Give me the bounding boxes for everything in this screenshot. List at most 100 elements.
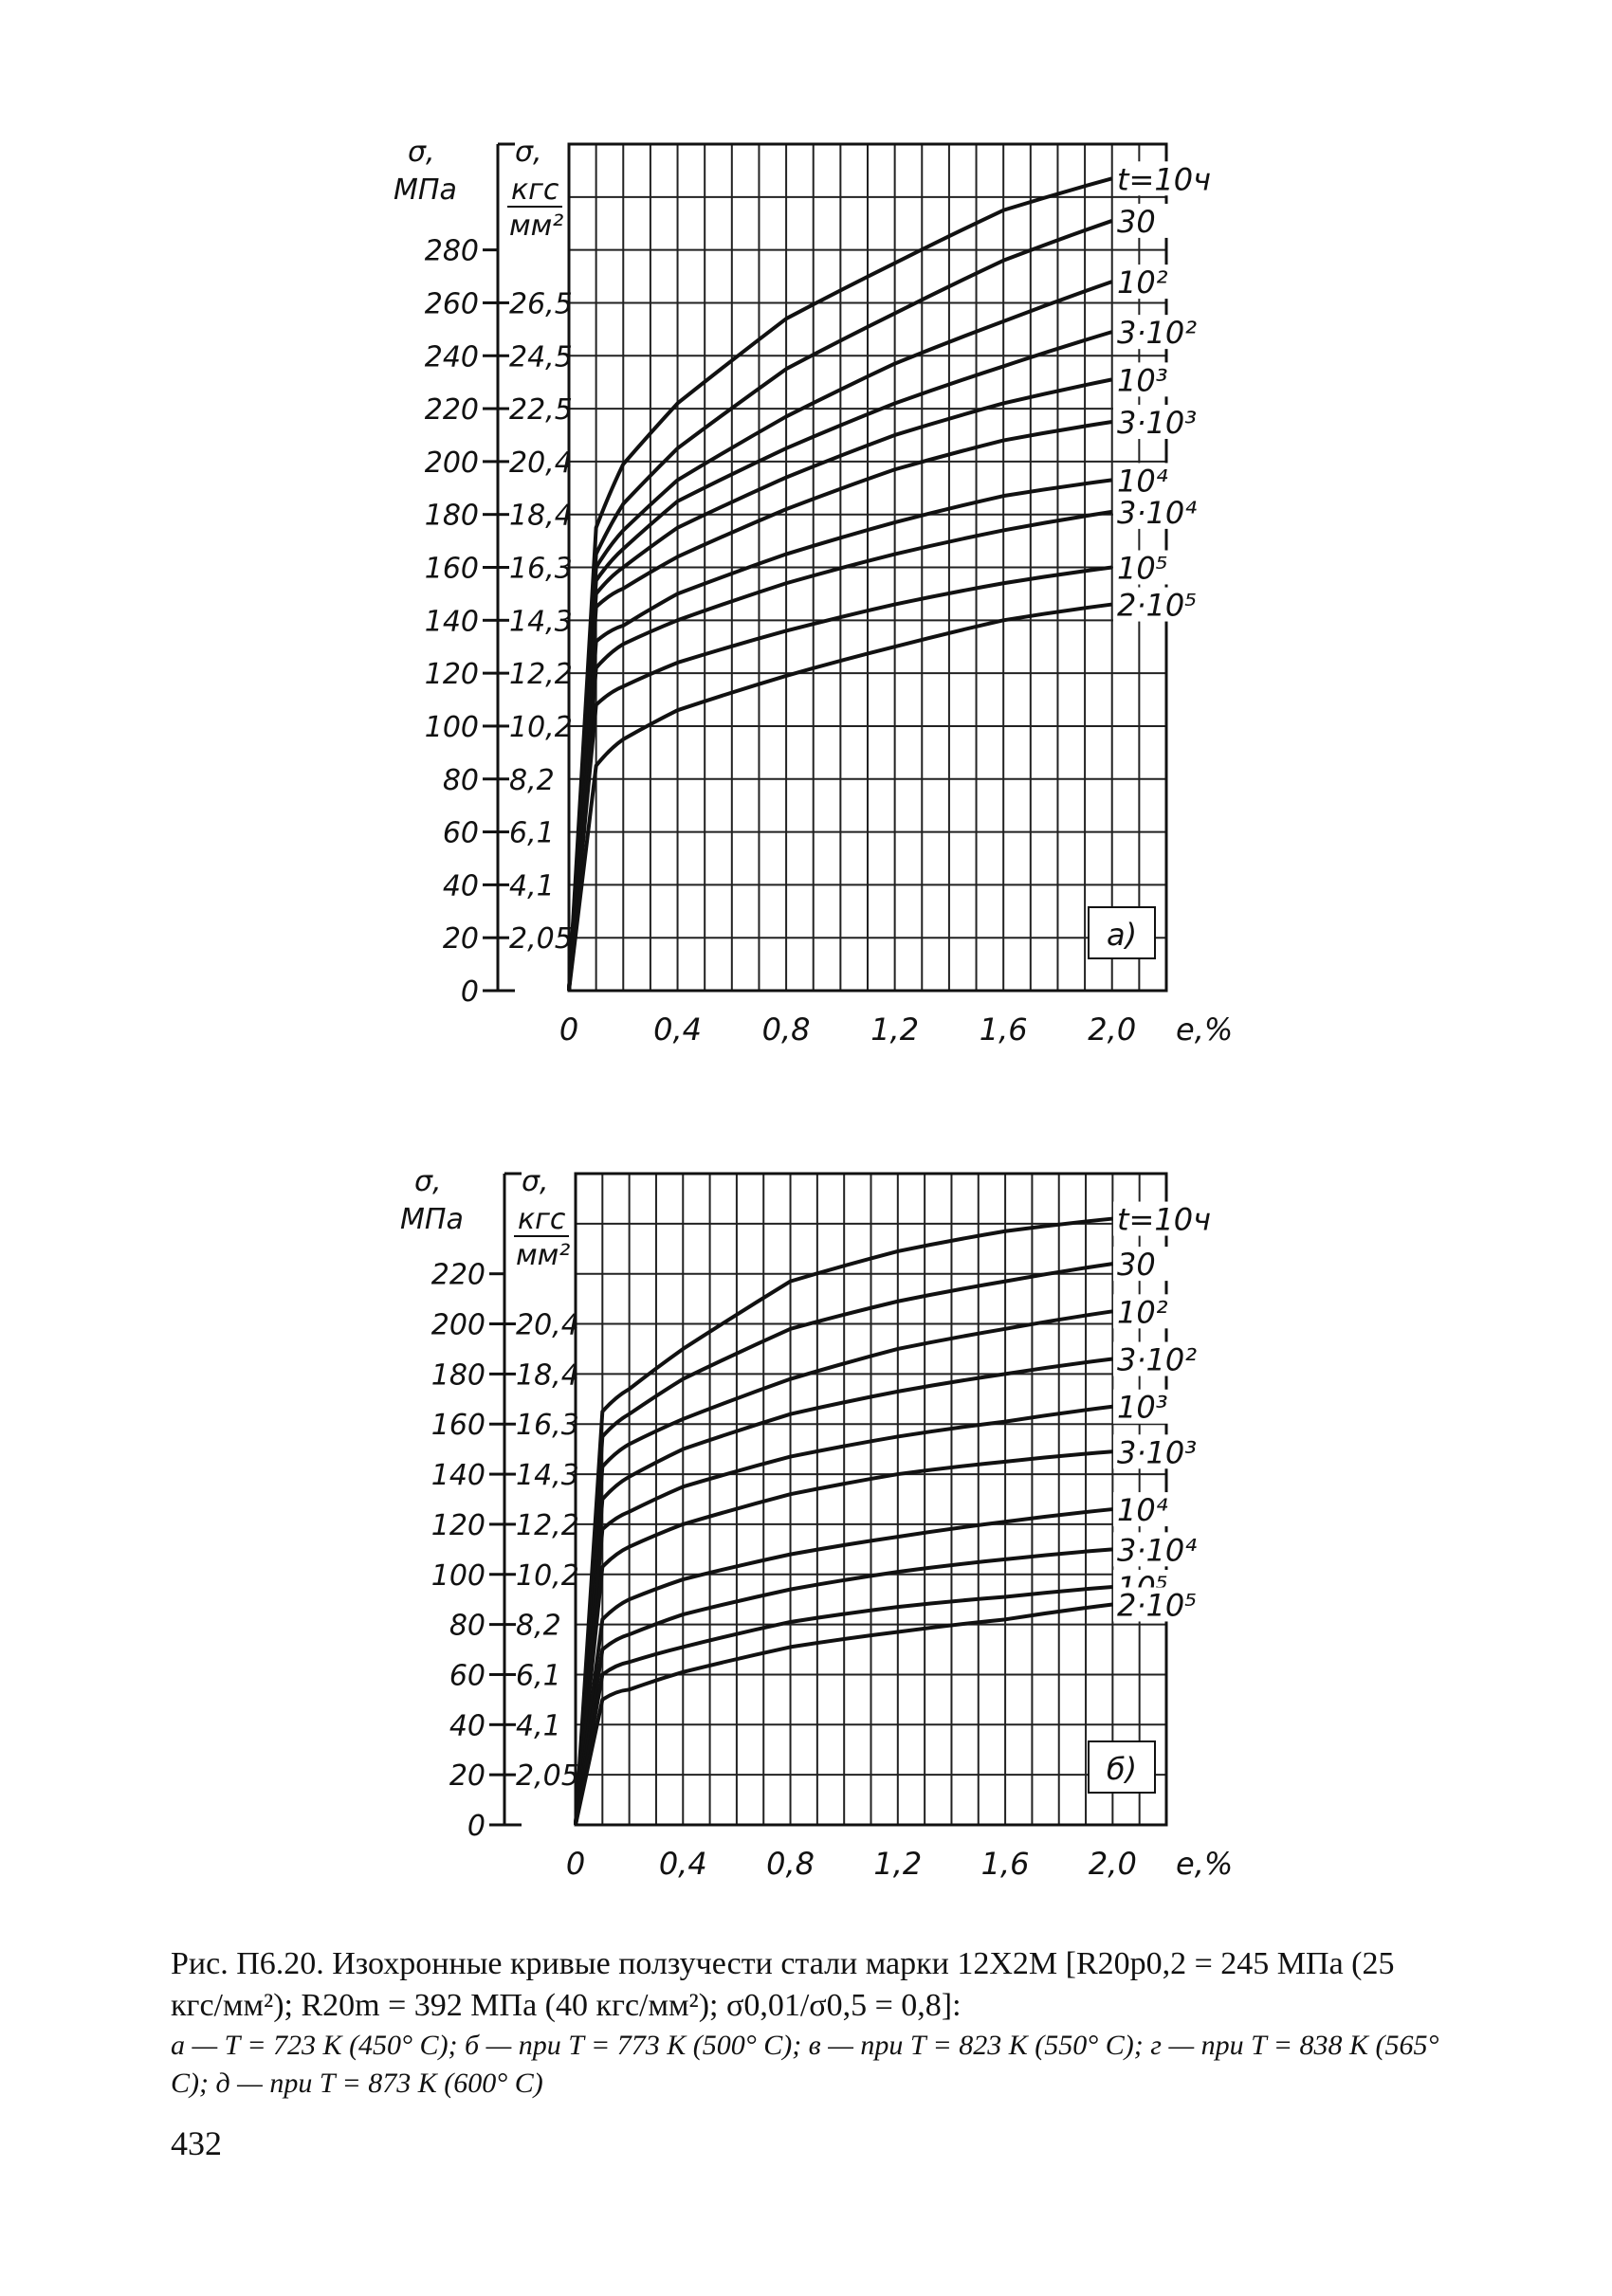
chart-0-group: 0 20 40 60 80 100 120 140 160 180 200 220 240 260 280 2…: [394, 136, 1233, 1048]
curve-label-bg: [1113, 1201, 1174, 1236]
y2-axis-unit-numerator: кгс: [518, 1203, 566, 1236]
curve-label: 3·10⁴: [1117, 1532, 1197, 1568]
y2-tick-label: 8,2: [509, 764, 555, 797]
curve-label: 3·10²: [1117, 315, 1197, 351]
y2-axis-unit-numerator: кгс: [511, 173, 559, 207]
chart-1-group: 0 20 40 60 80 100 120 140 160 180 200 220 2,05 4,1 6,1…: [400, 1165, 1233, 1882]
chart-b: 0 20 40 60 80 100 120 140 160 180 200 220 2,05 4,1 6,1…: [0, 1090, 1612, 1905]
y-tick-label: 80: [443, 764, 479, 797]
curve-series-5: [574, 1449, 1113, 1826]
y2-tick-label: 26,5: [509, 287, 573, 320]
panel-tag-box: [1088, 1740, 1156, 1794]
y-axis-unit: МПа: [400, 1203, 464, 1236]
y-tick-label: 100: [431, 1559, 485, 1593]
y2-tick-label: 12,2: [516, 1509, 579, 1542]
curve-label-bg: [1113, 1587, 1174, 1622]
curve-label: t=10ч: [1117, 1202, 1211, 1238]
y-tick-label: 280: [425, 235, 479, 268]
caption-title: Рис. П6.20. Изохронные кривые ползучести…: [171, 1946, 1395, 2023]
curve-series-8: [567, 565, 1112, 992]
curve-series-9: [574, 1602, 1113, 1826]
curve-label-bg: [1113, 463, 1174, 498]
chart-a: 0 20 40 60 80 100 120 140 160 180 200 220 240 260 280 2…: [0, 0, 1612, 1081]
y2-tick-label: 14,3: [509, 605, 573, 638]
curve-label: 10³: [1117, 1390, 1168, 1426]
y2-tick-label: 22,5: [509, 393, 573, 427]
curve-label: 2·10⁵: [1117, 588, 1197, 624]
x-tick-label: 2,0: [1088, 1011, 1136, 1048]
panel-tag: б): [1107, 1751, 1137, 1787]
x-tick-label: 0,8: [766, 1846, 815, 1882]
y2-tick-label: 14,3: [516, 1459, 579, 1492]
curve-series-8: [574, 1584, 1113, 1826]
y2-tick-label: 2,05: [516, 1759, 579, 1793]
y2-tick-label: 20,4: [509, 446, 573, 480]
caption-legend: а — T = 723 K (450° C); б — при T = 773 …: [171, 2030, 1439, 2099]
y2-tick-label: 12,2: [509, 658, 573, 691]
y-axis-unit: МПа: [394, 173, 457, 207]
y-axis-symbol: σ,: [408, 136, 435, 169]
x-tick-label: 1,2: [873, 1846, 922, 1882]
curve-label-bg: [1113, 315, 1174, 350]
panel-tag: а): [1107, 917, 1137, 953]
curve-series-3: [574, 1357, 1113, 1826]
curve-label-bg: [1113, 1532, 1174, 1567]
curve-series-4: [574, 1404, 1113, 1826]
curve-series-7: [567, 509, 1113, 992]
y-tick-label: 200: [425, 446, 479, 480]
curve-label: 3·10²: [1117, 1342, 1197, 1378]
curve-label: 30: [1117, 1247, 1156, 1283]
y2-tick-label: 24,5: [509, 340, 573, 374]
curve-label: t=10ч: [1117, 161, 1211, 197]
curve-series-2: [574, 1309, 1113, 1826]
y2-tick-label: 16,3: [516, 1409, 579, 1442]
x-axis-label: e,%: [1176, 1846, 1233, 1882]
y-tick-label: 140: [425, 605, 479, 638]
y-tick-label: 20: [443, 922, 479, 956]
figure-caption: Рис. П6.20. Изохронные кривые ползучести…: [171, 1943, 1441, 2103]
curve-series-2: [567, 280, 1113, 992]
curve-label: 10⁴: [1117, 1492, 1168, 1528]
y-tick-label: 240: [425, 340, 479, 374]
y2-tick-label: 4,1: [516, 1709, 561, 1742]
y2-axis-unit-denominator: мм²: [509, 210, 563, 243]
curve-label-bg: [1113, 1434, 1174, 1469]
curve-label: 10⁵: [1117, 551, 1168, 587]
y2-tick-label: 20,4: [516, 1309, 579, 1342]
y2-tick-label: 10,2: [516, 1559, 579, 1593]
y-tick-label: 160: [425, 553, 479, 586]
curve-label-bg: [1113, 494, 1174, 529]
curve-series-3: [567, 330, 1113, 992]
y2-tick-label: 6,1: [516, 1659, 561, 1692]
curve-label-bg: [1113, 550, 1174, 585]
curve-series-6: [567, 478, 1112, 992]
y-tick-label: 0: [467, 1810, 485, 1843]
x-tick-label: 0: [566, 1846, 585, 1882]
curve-label-bg: [1113, 161, 1174, 196]
y2-tick-label: 16,3: [509, 553, 573, 586]
x-tick-label: 2,0: [1089, 1846, 1137, 1882]
y-tick-label: 120: [431, 1509, 485, 1542]
y2-tick-label: 10,2: [509, 711, 573, 744]
y-tick-label: 60: [449, 1659, 485, 1692]
x-tick-label: 0,8: [762, 1011, 811, 1048]
curve-series-9: [567, 602, 1112, 992]
y-tick-label: 160: [431, 1409, 485, 1442]
y-tick-label: 220: [431, 1259, 485, 1292]
curve-label-bg: [1113, 1247, 1174, 1282]
curve-series-4: [567, 377, 1113, 992]
y-tick-label: 180: [431, 1358, 485, 1392]
x-tick-label: 1,6: [980, 1011, 1028, 1048]
curve-series-5: [567, 420, 1113, 992]
y2-tick-label: 18,4: [509, 500, 573, 533]
y2-axis-unit-denominator: мм²: [516, 1239, 570, 1272]
curve-label-bg: [1113, 203, 1174, 238]
y-tick-label: 0: [461, 975, 479, 1009]
y2-tick-label: 6,1: [509, 817, 555, 850]
y2-tick-label: 4,1: [509, 869, 555, 902]
y-tick-label: 40: [449, 1709, 485, 1742]
y2-tick-label: 2,05: [509, 922, 573, 956]
curve-label: 2·10⁵: [1117, 1587, 1197, 1623]
curve-label: 3·10³: [1117, 405, 1197, 441]
y-tick-label: 80: [449, 1610, 485, 1643]
